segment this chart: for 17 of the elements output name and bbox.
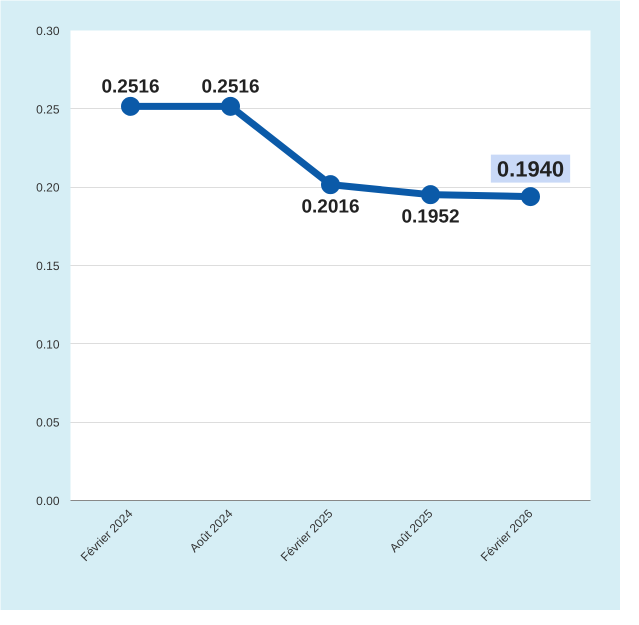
data-label: 0.1940 (496, 156, 564, 182)
point (221, 96, 240, 116)
data-label: 0.2516 (201, 76, 260, 98)
y-tick-label: 0.10 (36, 337, 60, 352)
point (321, 175, 340, 194)
y-tick-label: 0.20 (36, 180, 60, 195)
data-label: 0.1952 (401, 206, 460, 228)
data-label: 0.2516 (101, 76, 160, 98)
point (521, 187, 540, 206)
y-tick-label: 0.15 (36, 259, 60, 273)
y-tick-label: 0.25 (36, 102, 60, 116)
y-tick-label: 0.30 (36, 24, 60, 38)
point (121, 96, 140, 116)
point (421, 185, 440, 204)
y-tick-label: 0.00 (36, 494, 60, 508)
y-tick-label: 0.05 (36, 416, 60, 430)
data-label: 0.2016 (301, 196, 360, 218)
